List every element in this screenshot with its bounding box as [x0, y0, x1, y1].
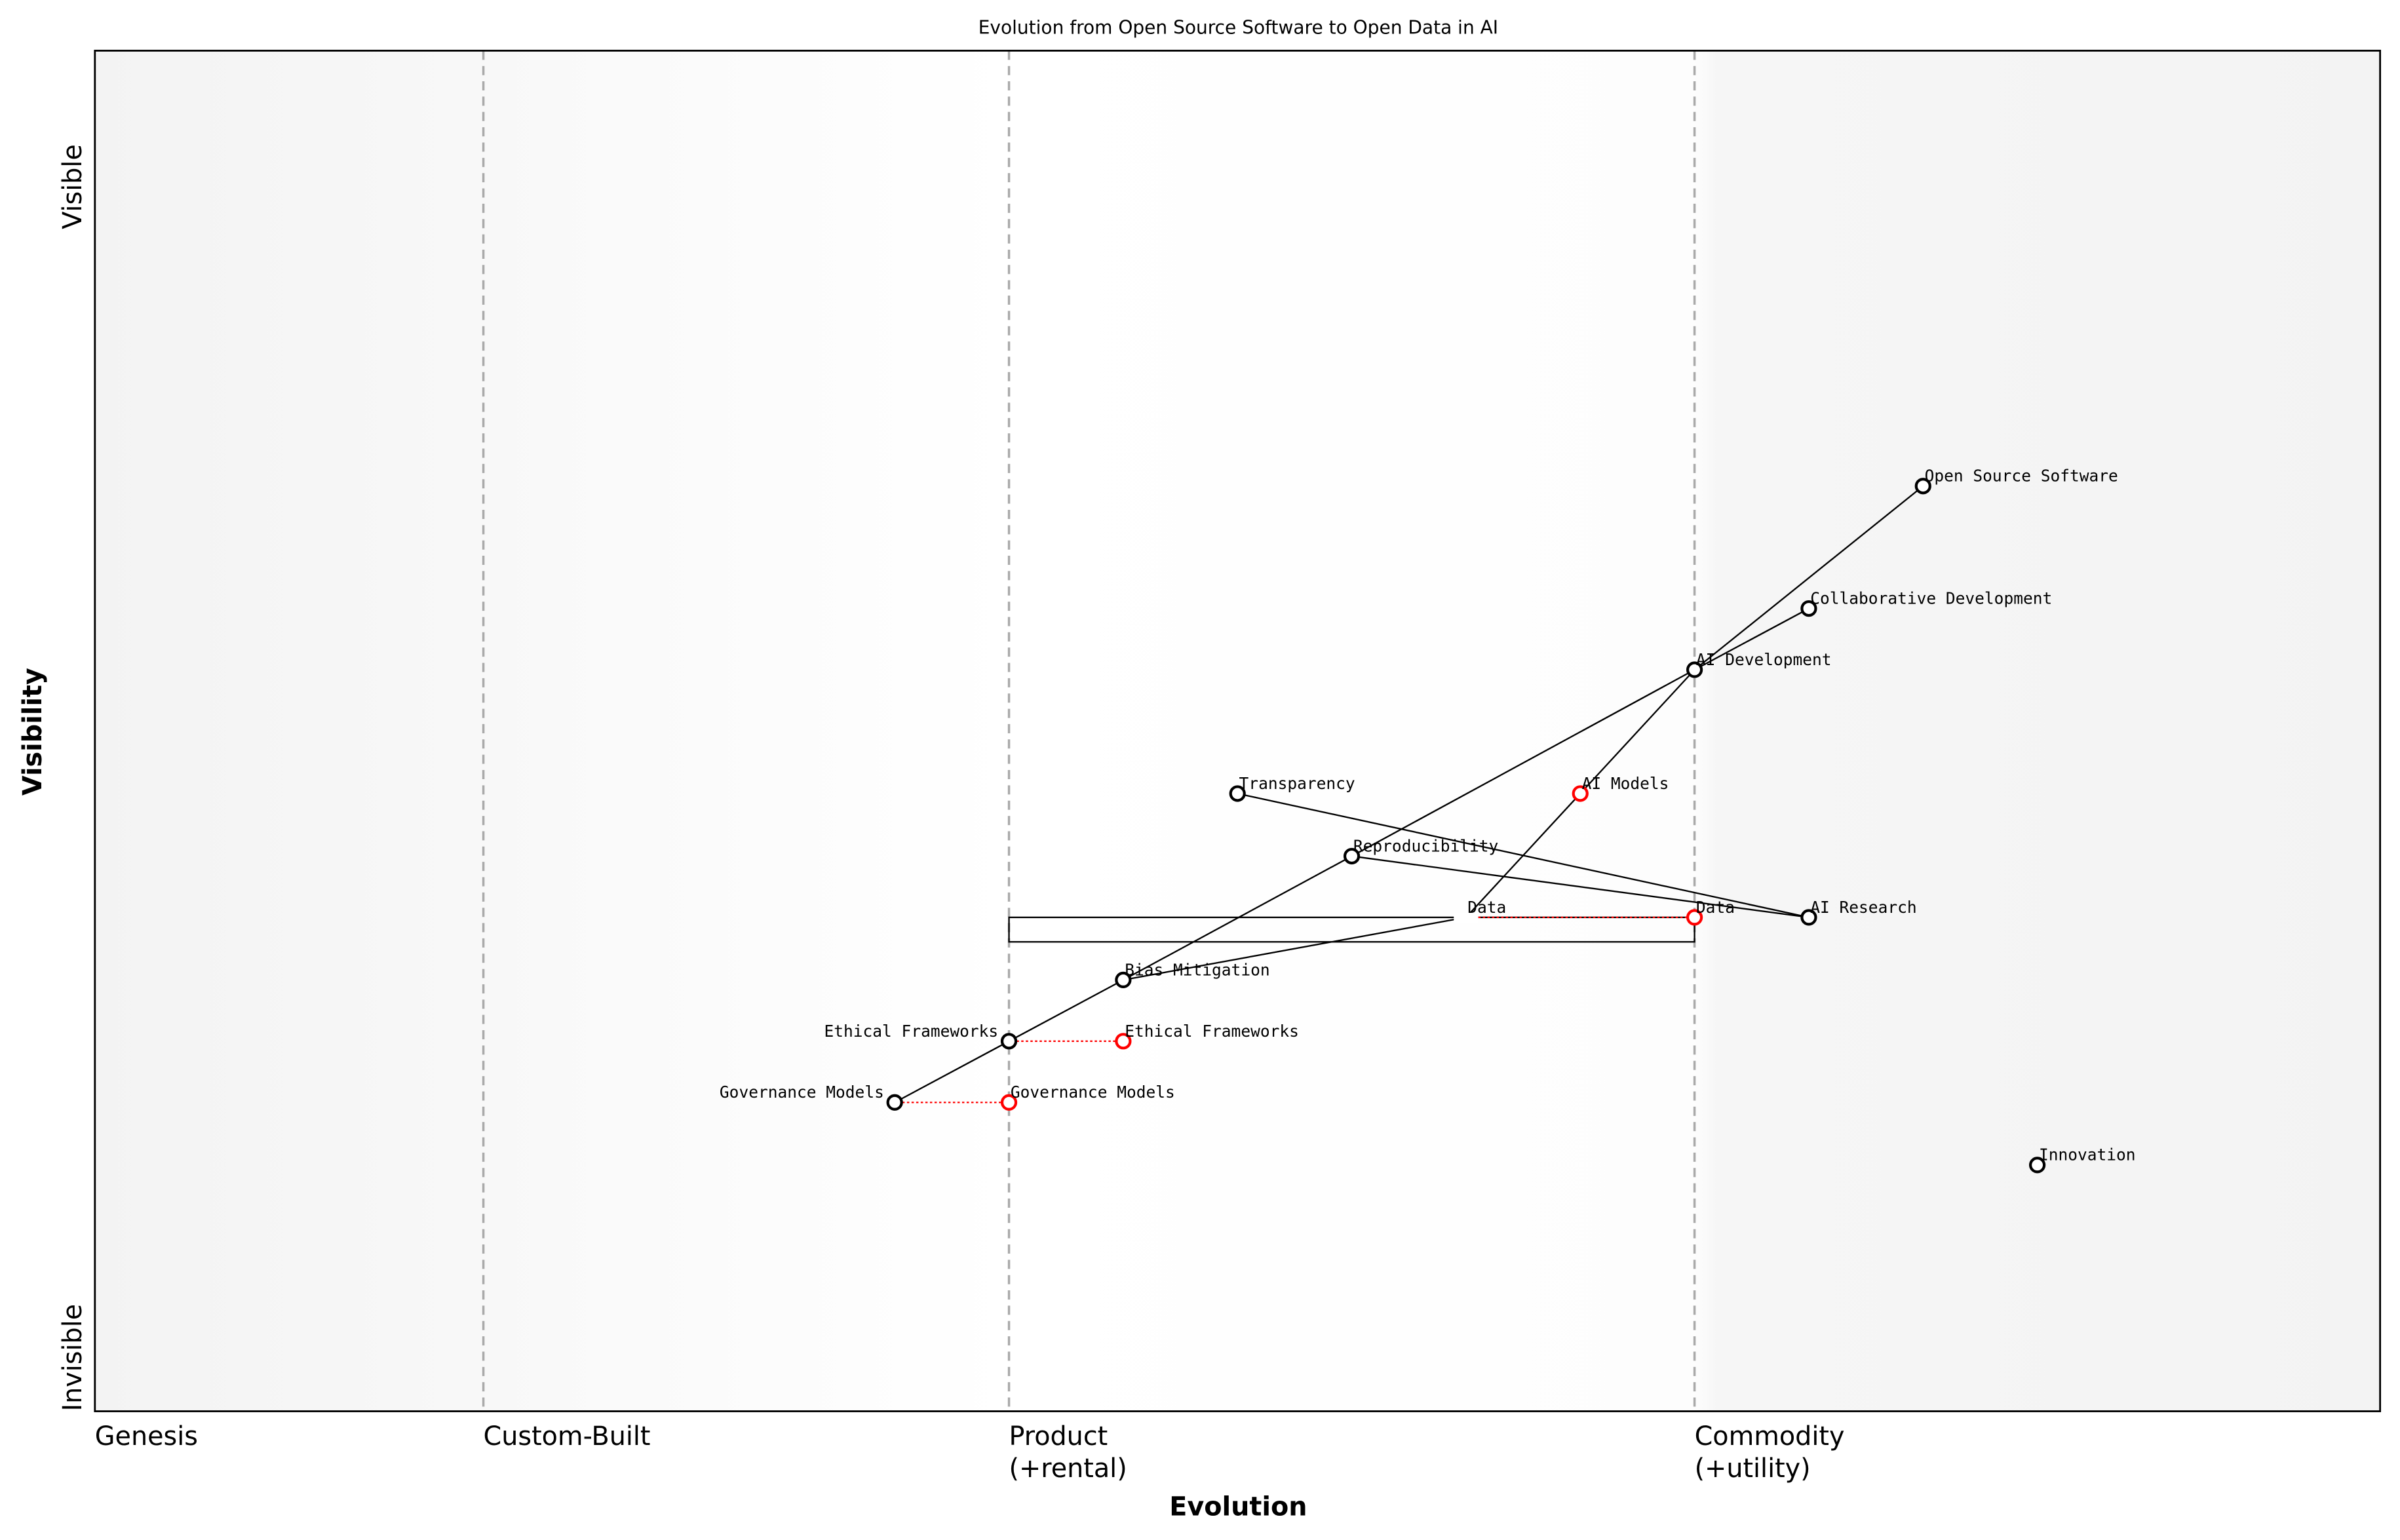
y-axis-label: Visibility [18, 668, 48, 796]
dependency-link [1237, 792, 1810, 919]
component-label: Open Source Software [1925, 467, 2118, 486]
evolved-component-label: Data [1696, 898, 1735, 917]
pipeline-component-marker[interactable] [1454, 912, 1479, 924]
component-label: Innovation [2039, 1145, 2136, 1165]
dependency-link [1123, 916, 1467, 981]
evolved-component-marker[interactable] [1686, 909, 1703, 926]
evolved-component-label: AI Models [1582, 774, 1669, 793]
component-marker[interactable] [1115, 971, 1132, 989]
component-label: AI Research [1810, 898, 1916, 917]
component-marker[interactable] [1686, 661, 1703, 678]
dependency-link [1694, 485, 1924, 670]
component-label: Collaborative Development [1810, 589, 2052, 608]
component-label: Reproducibility [1353, 836, 1498, 855]
x-stage-label: Custom-Built [484, 1421, 651, 1452]
dependency-link [1351, 855, 1810, 919]
component-label: Bias Mitigation [1125, 960, 1269, 979]
pipeline-data [1008, 916, 1695, 943]
dependency-link [1008, 979, 1124, 1042]
evolved-component-marker[interactable] [1115, 1033, 1132, 1050]
plot-background [94, 50, 2380, 1412]
component-label: Data [1467, 898, 1506, 917]
x-stage-label: Product (+rental) [1009, 1421, 1127, 1484]
dependency-link [1351, 668, 1695, 857]
chart-title: Evolution from Open Source Software to O… [978, 17, 1498, 39]
component-marker[interactable] [886, 1094, 903, 1111]
component-marker[interactable] [1000, 1033, 1018, 1050]
y-tick-label: Invisible [58, 1304, 88, 1412]
x-axis-label: Evolution [1169, 1492, 1307, 1522]
component-label: Governance Models [720, 1083, 884, 1102]
component-label: AI Development [1696, 650, 1832, 669]
evolved-component-label: Ethical Frameworks [1125, 1022, 1299, 1041]
x-stage-label: Genesis [95, 1421, 198, 1452]
component-marker[interactable] [1914, 478, 1931, 495]
component-label: Transparency [1239, 774, 1355, 793]
component-marker[interactable] [2029, 1157, 2046, 1174]
component-marker[interactable] [1800, 909, 1817, 926]
y-tick-label: Visible [58, 144, 88, 229]
dependency-link [894, 1040, 1010, 1104]
evolved-component-label: Governance Models [1011, 1083, 1175, 1102]
component-marker[interactable] [1343, 847, 1361, 865]
x-stage-label: Commodity (+utility) [1695, 1421, 1845, 1484]
dependency-link [1694, 607, 1810, 671]
evolved-component-marker[interactable] [1572, 785, 1589, 802]
component-label: Ethical Frameworks [824, 1022, 998, 1041]
component-marker[interactable] [1229, 785, 1246, 802]
component-marker[interactable] [1800, 600, 1817, 617]
plot-frame [94, 49, 2382, 1412]
evolved-component-marker[interactable] [1000, 1094, 1018, 1111]
